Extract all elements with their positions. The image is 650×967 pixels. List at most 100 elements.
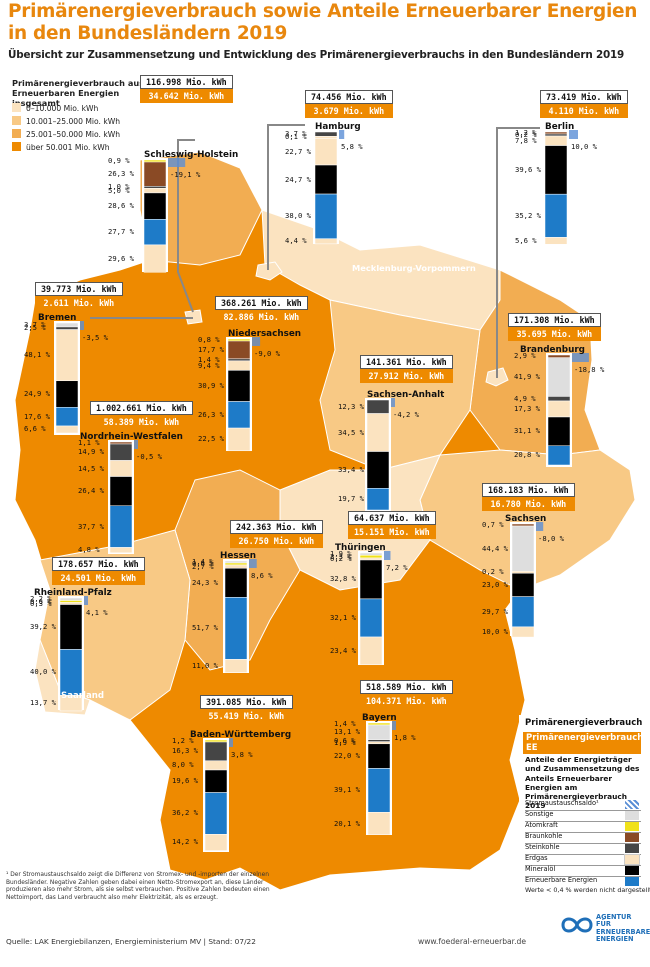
- share-label: 23,0 %: [482, 579, 508, 589]
- share-label: 26,3 %: [108, 169, 134, 179]
- legend-swatch: [625, 866, 639, 875]
- bar-segment-atom: [224, 562, 248, 566]
- share-label: 23,4 %: [330, 645, 356, 655]
- strom-saldo-label: 3,8 %: [231, 750, 253, 759]
- state-total-value: 141.361 Mio. kWh: [360, 355, 453, 369]
- bar-segment-sonstige: [547, 357, 571, 397]
- state-ee-value: 3.679 Mio. kWh: [305, 104, 393, 118]
- legend-swatch: [625, 877, 639, 886]
- share-label: 1,4 %: [192, 557, 214, 566]
- bar-segment-mineraloel: [55, 380, 79, 408]
- legend-row-steinkohle: Steinkohle: [525, 843, 641, 855]
- legend-swatch: [625, 844, 639, 853]
- state-ee-value: 27.912 Mio. kWh: [360, 369, 453, 383]
- bar-segment-mineraloel: [204, 769, 228, 793]
- bar-segment-erdgas: [314, 138, 338, 166]
- share-label: 26,4 %: [78, 486, 104, 496]
- share-label: 5,6 %: [515, 235, 537, 245]
- state-name: Niedersachsen: [228, 329, 302, 339]
- leader-lines: [90, 124, 540, 378]
- bar-segment-ee: [511, 596, 535, 628]
- legend-row-label: Sonstige: [525, 810, 554, 818]
- legend-row-mineraloel: Mineralöl: [525, 865, 641, 877]
- state-ee-value: 4.110 Mio. kWh: [540, 104, 628, 118]
- share-label: 4,9 %: [514, 393, 536, 403]
- strom-saldo-bar: [536, 522, 544, 531]
- page-subtitle: Übersicht zur Zusammensetzung und Entwic…: [8, 49, 625, 61]
- share-label: 3,7 %: [24, 319, 46, 329]
- bar-segment-mineraloel: [224, 567, 248, 598]
- share-label: 0,2 %: [482, 567, 504, 577]
- bar-segment-mineraloel: [547, 416, 571, 447]
- bar-segment-erdgas: [367, 741, 391, 745]
- share-label: 4,4 %: [285, 236, 307, 246]
- share-label: 0,3 %: [30, 598, 52, 608]
- share-label: 0,2 %: [515, 130, 537, 139]
- state-name: Schleswig-Holstein: [144, 150, 239, 160]
- state-total-box: 168.183 Mio. kWh 16.780 Mio. kWh: [482, 483, 575, 511]
- share-label: 2,7 %: [192, 561, 214, 571]
- share-label: 44,4 %: [482, 543, 508, 553]
- legend-swatch: [12, 129, 21, 138]
- share-label: 16,3 %: [172, 746, 198, 756]
- state-total-box: 391.085 Mio. kWh 55.419 Mio. kWh: [200, 695, 293, 723]
- legend-row-sonstige: Sonstige: [525, 810, 641, 822]
- state-ee-value: 15.151 Mio. kWh: [348, 525, 436, 539]
- state-total-box: 141.361 Mio. kWh 27.912 Mio. kWh: [360, 355, 453, 383]
- bar-segment-ee: [366, 488, 390, 511]
- bar-segment-sonstige: [59, 597, 83, 601]
- share-label: 2,2 %: [30, 594, 52, 604]
- bar-segment-ee: [55, 407, 79, 427]
- state-total-value: 74.456 Mio. kWh: [305, 90, 393, 104]
- share-label: 29,6 %: [108, 253, 134, 263]
- share-label: 10,0 %: [482, 626, 508, 636]
- legend-row-label: Braunkohle: [525, 832, 563, 840]
- bar-segment-steinkohle: [314, 131, 338, 137]
- bar-segment-ee: [224, 597, 248, 660]
- strom-saldo-label: -9,0 %: [254, 349, 280, 358]
- bar-segment-atom: [59, 600, 83, 603]
- state-name: Sachsen-Anhalt: [367, 390, 445, 400]
- page-title: Primärenergieverbrauch sowie Anteile Ern…: [8, 1, 638, 22]
- share-label: 39,1 %: [334, 785, 360, 795]
- share-label: 13,1 %: [334, 727, 360, 737]
- region-hamburg: [255, 261, 283, 281]
- legend-row-strom: Stromaustauschsaldo¹: [525, 799, 641, 811]
- bar-segment-mineraloel: [109, 476, 133, 507]
- state-total-value: 391.085 Mio. kWh: [200, 695, 293, 709]
- bar-segment-steinkohle: [227, 358, 251, 362]
- bar-segment-erdgas: [367, 811, 391, 836]
- strom-saldo-label: 5,8 %: [341, 142, 363, 151]
- legend-swatch: [12, 142, 21, 151]
- bar-segment-steinkohle: [547, 396, 571, 402]
- legend-swatch: [625, 811, 639, 820]
- bar-segment-erdgas: [59, 695, 83, 712]
- state-ee-value: 24.501 Mio. kWh: [52, 571, 145, 585]
- share-label: 32,8 %: [330, 574, 356, 584]
- state-total-value: 73.419 Mio. kWh: [540, 90, 628, 104]
- bar-segment-erdgas: [359, 557, 383, 561]
- bar-segment-ee: [547, 445, 571, 466]
- bar-segment-erdgas: [204, 834, 228, 851]
- share-label: 37,7 %: [78, 521, 104, 531]
- chart-legend: Primärenergieverbrauch Primärenergieverb…: [519, 715, 650, 901]
- website-link[interactable]: www.foederal-erneuerbar.de: [418, 937, 527, 946]
- share-label: 51,7 %: [192, 623, 218, 633]
- share-label: 12,3 %: [338, 401, 364, 411]
- bar-segment-sonstige: [55, 322, 79, 328]
- share-label: 0,6 %: [192, 559, 214, 568]
- legend-swatch: [625, 822, 639, 831]
- strom-saldo-bar: [391, 398, 395, 407]
- share-label: 29,7 %: [482, 606, 508, 616]
- strom-saldo-bar: [134, 440, 138, 449]
- strom-saldo-bar: [392, 721, 396, 730]
- bar-segment-erdgas: [109, 460, 133, 477]
- share-label: 17,7 %: [198, 344, 224, 354]
- state-total-box: 64.637 Mio. kWh 15.151 Mio. kWh: [348, 511, 436, 539]
- bar-segment-ee: [544, 193, 568, 238]
- bar-segment-mineraloel: [227, 370, 251, 402]
- strom-saldo-label: -0,5 %: [136, 452, 162, 461]
- legend-label: 0–10.000 Mio. kWh: [26, 104, 99, 113]
- state-total-value: 171.308 Mio. kWh: [508, 313, 601, 327]
